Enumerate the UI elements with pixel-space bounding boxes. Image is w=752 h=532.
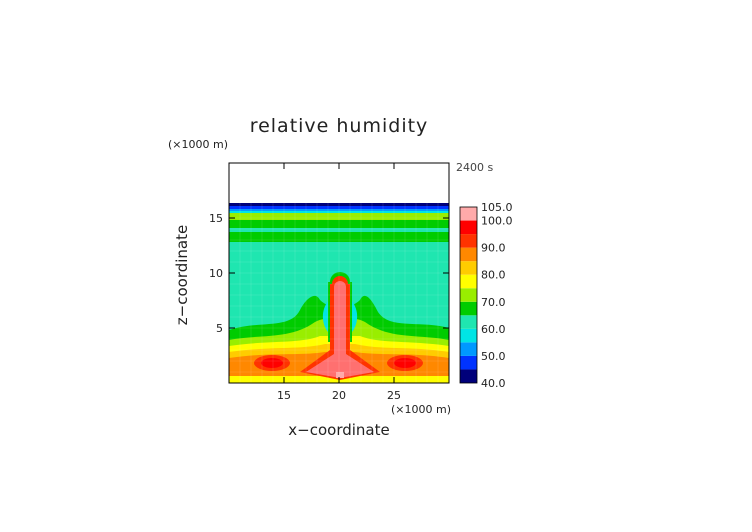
- colorbar-band: [460, 220, 477, 235]
- x-axis-unit: (×1000 m): [391, 403, 452, 416]
- colorbar-band: [460, 207, 477, 221]
- colorbar-tick-label: 50.0: [481, 350, 506, 363]
- colorbar-tick-label: 90.0: [481, 242, 506, 255]
- colorbar-band: [460, 274, 477, 289]
- x-axis-label: x−coordinate: [288, 421, 390, 439]
- y-tick-label: 5: [216, 322, 223, 335]
- x-tick-label: 15: [277, 389, 291, 402]
- y-tick-label: 15: [209, 212, 223, 225]
- colorbar-band: [460, 355, 477, 370]
- y-axis-unit: (×1000 m): [168, 138, 229, 151]
- colorbar-tick-label: 40.0: [481, 377, 506, 390]
- axes: 15 20 25 5 10 15: [209, 163, 449, 402]
- colorbar-tick-label: 70.0: [481, 296, 506, 309]
- colorbar-band: [460, 261, 477, 275]
- colorbar-frame: [459, 206, 478, 384]
- x-tick-label: 25: [387, 389, 401, 402]
- colorbar-band: [460, 234, 477, 248]
- colorbar-tick-label: 105.0: [481, 201, 513, 214]
- colorbar-tick-label: 80.0: [481, 269, 506, 282]
- colorbar-band: [460, 369, 477, 383]
- colorbar-band: [460, 315, 477, 329]
- colorbar-band: [460, 342, 477, 356]
- humidity-field: [229, 163, 449, 383]
- x-tick-label: 20: [332, 389, 346, 402]
- chart-title: relative humidity: [249, 115, 429, 137]
- colorbar-tick-label: 100.0: [481, 215, 513, 228]
- time-label: 2400 s: [456, 161, 494, 174]
- colorbar-band: [460, 301, 477, 316]
- y-tick-label: 10: [209, 267, 223, 280]
- colorbar-tick-label: 60.0: [481, 323, 506, 336]
- colorbar-band: [460, 288, 477, 302]
- colorbar-band: [460, 328, 477, 343]
- colorbar-band: [460, 247, 477, 262]
